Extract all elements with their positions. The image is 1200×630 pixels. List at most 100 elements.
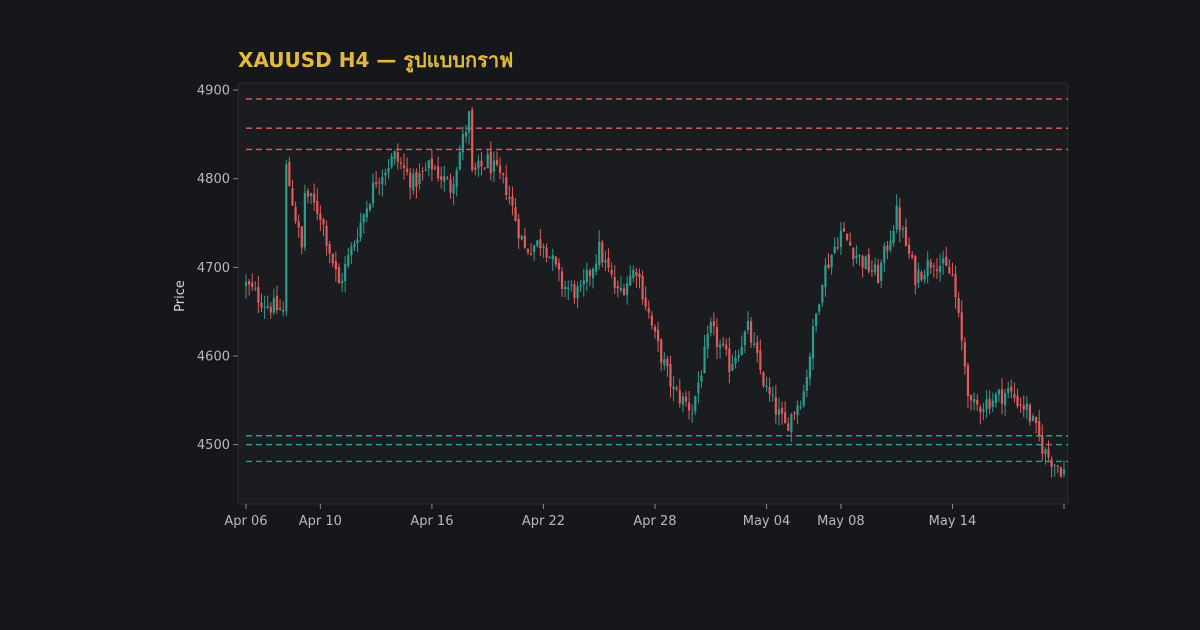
candle xyxy=(768,377,771,402)
candle-body xyxy=(694,395,697,412)
candle-body xyxy=(886,245,889,251)
candle xyxy=(371,173,375,208)
candle xyxy=(777,397,781,426)
candle xyxy=(381,169,384,197)
candle-body xyxy=(579,284,582,287)
candle xyxy=(526,247,530,255)
candle xyxy=(340,272,344,292)
candle-body xyxy=(433,167,437,169)
candle xyxy=(387,159,390,179)
candle xyxy=(409,167,412,200)
candle-body xyxy=(811,326,815,359)
candle xyxy=(359,212,362,242)
candle-body xyxy=(365,208,368,218)
candle xyxy=(846,233,849,242)
candle xyxy=(514,198,517,222)
candle-body xyxy=(1022,405,1025,410)
candle-body xyxy=(371,182,375,204)
candle-body xyxy=(415,171,418,187)
candle xyxy=(1035,416,1038,434)
candle-body xyxy=(988,398,991,409)
candle-body xyxy=(564,286,567,290)
candle-body xyxy=(774,397,777,415)
candle-body xyxy=(300,226,303,248)
candle xyxy=(935,258,939,279)
candle xyxy=(1013,382,1016,403)
candle xyxy=(762,371,765,388)
candle xyxy=(839,222,843,256)
candle-body xyxy=(672,386,675,390)
candle xyxy=(474,162,477,176)
candle-body xyxy=(901,228,904,230)
candle xyxy=(635,267,638,288)
candle-body xyxy=(836,247,839,249)
candle-body xyxy=(839,230,843,247)
candle xyxy=(542,243,545,258)
candle-body xyxy=(889,240,892,251)
candle-body xyxy=(396,152,399,162)
candle-body xyxy=(787,423,790,431)
candle-body xyxy=(762,372,765,387)
candle xyxy=(437,156,440,182)
x-tick-label: Apr 16 xyxy=(410,514,453,529)
candle-body xyxy=(244,282,248,287)
candle xyxy=(471,106,474,173)
candle xyxy=(548,256,551,259)
candle xyxy=(502,172,505,184)
candle-body xyxy=(700,375,703,382)
candle-body xyxy=(554,256,557,265)
candle-body xyxy=(650,315,654,326)
candle xyxy=(718,339,722,359)
x-tick-label: May 08 xyxy=(817,514,865,529)
candle xyxy=(765,376,768,392)
candle xyxy=(486,150,489,169)
candle xyxy=(725,338,728,356)
candle-body xyxy=(663,359,666,365)
candle-body xyxy=(873,264,877,273)
candle xyxy=(598,229,601,270)
candle-body xyxy=(815,313,818,327)
candle xyxy=(375,170,378,189)
candle xyxy=(743,330,746,353)
candle-body xyxy=(613,276,616,288)
candle xyxy=(331,253,334,268)
candle xyxy=(632,265,635,283)
candle-body xyxy=(461,134,464,153)
candle xyxy=(316,188,319,221)
candle xyxy=(427,160,430,177)
candle xyxy=(876,258,880,284)
candle xyxy=(306,188,310,204)
candle-body xyxy=(1004,393,1007,406)
candle xyxy=(601,239,604,268)
candle-body xyxy=(402,164,406,169)
candle-body xyxy=(734,357,737,364)
candle xyxy=(678,378,681,408)
candle xyxy=(746,311,750,335)
candle-body xyxy=(1062,469,1066,474)
candle xyxy=(1028,403,1032,426)
candle-body xyxy=(880,262,883,282)
candle-body xyxy=(638,273,641,278)
candle xyxy=(681,392,684,413)
candle xyxy=(1019,397,1022,413)
candle xyxy=(790,412,793,443)
candle-body xyxy=(418,173,421,184)
candle-body xyxy=(598,241,601,266)
candle-body xyxy=(263,307,266,309)
candle xyxy=(396,143,399,170)
candle xyxy=(495,151,499,167)
candle-body xyxy=(846,233,849,241)
candle xyxy=(1050,456,1053,478)
candle xyxy=(477,154,480,178)
candle-body xyxy=(644,297,647,307)
candle-body xyxy=(923,274,926,280)
candle xyxy=(275,285,279,314)
candle-body xyxy=(251,282,254,287)
candle-body xyxy=(570,284,573,286)
candle-body xyxy=(632,269,635,279)
candle xyxy=(399,157,403,170)
candle xyxy=(573,280,576,304)
candle xyxy=(294,201,297,225)
candle xyxy=(452,176,455,205)
